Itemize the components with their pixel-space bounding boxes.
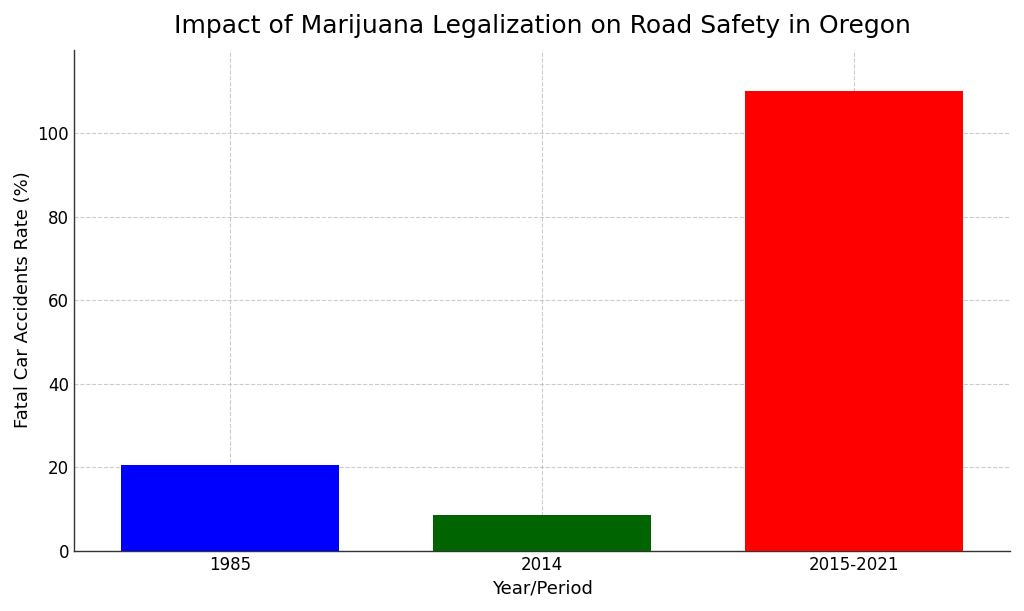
Bar: [121, 465, 339, 551]
Y-axis label: Fatal Car Accidents Rate (%): Fatal Car Accidents Rate (%): [14, 172, 32, 428]
Bar: [433, 515, 651, 551]
Bar: [744, 91, 964, 551]
X-axis label: Year/Period: Year/Period: [492, 579, 593, 597]
Title: Impact of Marijuana Legalization on Road Safety in Oregon: Impact of Marijuana Legalization on Road…: [174, 14, 910, 38]
